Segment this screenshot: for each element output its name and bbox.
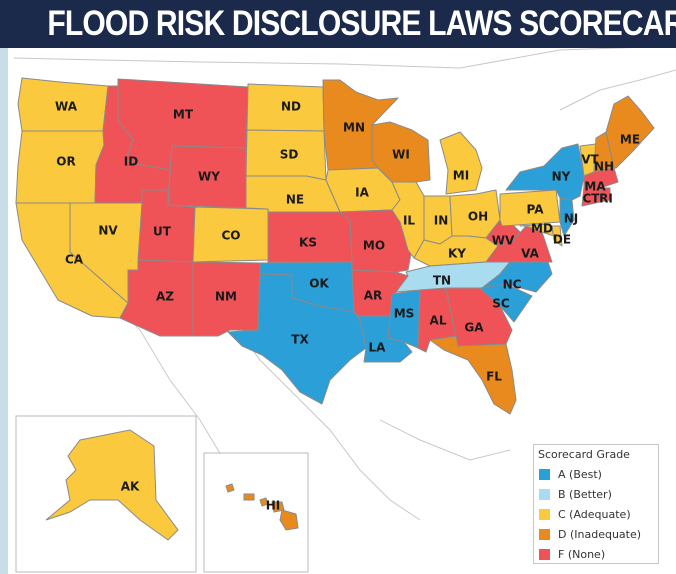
state-label-vt: VT (581, 153, 599, 167)
map-title: FLOOD RISK DISCLOSURE LAWS SCORECARD (47, 4, 676, 43)
state-label-nh: NH (594, 160, 614, 174)
state-label-ak: AK (121, 480, 140, 494)
legend-swatch-f (539, 548, 550, 560)
state-label-in: IN (434, 214, 449, 228)
state-label-ky: KY (448, 247, 466, 261)
state-label-mn: MN (343, 121, 365, 135)
legend-item-a: A (Best) (539, 467, 602, 481)
us-map: WA OR CA NV ID MT WY UT CO AZ NM ND SD N… (13, 48, 676, 573)
state-label-me: ME (620, 133, 640, 147)
state-label-fl: FL (486, 370, 502, 384)
legend-item-d: D (Inadequate) (539, 527, 641, 541)
state-label-sd: SD (280, 148, 299, 162)
state-label-pa: PA (527, 203, 545, 217)
state-label-ca: CA (65, 253, 84, 267)
state-ak (45, 429, 179, 541)
state-de (551, 225, 563, 247)
legend-item-c: C (Adequate) (539, 507, 631, 521)
state-label-id: ID (124, 155, 138, 169)
state-nc (481, 261, 553, 293)
legend-swatch-d (539, 528, 550, 540)
state-label-wy: WY (198, 170, 220, 184)
state-label-wv: WV (492, 234, 515, 248)
left-accent-strip (0, 48, 8, 574)
state-label-co: CO (221, 229, 240, 243)
state-label-nd: ND (281, 100, 301, 114)
state-label-wi: WI (392, 148, 410, 162)
state-label-ny: NY (552, 170, 571, 184)
state-label-ut: UT (153, 225, 172, 239)
legend-label-f: F (None) (558, 547, 606, 561)
state-label-nm: NM (215, 290, 237, 304)
title-bar: FLOOD RISK DISCLOSURE LAWS SCORECARD (0, 0, 676, 48)
state-label-nv: NV (98, 224, 118, 238)
state-label-ms: MS (394, 307, 415, 321)
state-label-or: OR (56, 155, 75, 169)
state-me (605, 95, 655, 169)
legend-label-d: D (Inadequate) (558, 527, 642, 541)
legend-label-c: C (Adequate) (558, 507, 631, 521)
legend-swatch-b (539, 488, 550, 500)
state-label-tx: TX (291, 333, 309, 347)
state-label-ri: RI (599, 192, 613, 206)
state-label-sc: SC (492, 297, 510, 311)
legend: Scorecard Grade A (Best) B (Better) C (A… (533, 444, 659, 564)
state-label-mt: MT (173, 108, 194, 122)
state-wi (371, 121, 431, 183)
state-label-ks: KS (299, 236, 317, 250)
state-label-hi: HI (266, 499, 281, 513)
legend-item-f: F (None) (539, 547, 605, 561)
state-label-il: IL (403, 214, 415, 228)
state-label-ia: IA (355, 186, 369, 200)
state-pa (499, 189, 561, 227)
state-md (519, 223, 555, 237)
state-label-va: VA (521, 247, 539, 261)
state-label-nj: NJ (564, 212, 579, 226)
state-fl (429, 335, 517, 415)
state-label-mo: MO (363, 239, 385, 253)
legend-swatch-a (539, 468, 550, 480)
state-label-al: AL (430, 314, 447, 328)
state-label-de: DE (553, 233, 571, 247)
state-labels: WA OR CA NV ID MT WY UT CO AZ NM ND SD N… (55, 100, 640, 513)
state-ri (599, 187, 611, 203)
legend-title: Scorecard Grade (538, 448, 630, 461)
state-tx (227, 273, 367, 405)
state-mi (439, 131, 483, 195)
state-label-md: MD (531, 222, 553, 236)
state-label-la: LA (369, 341, 387, 355)
state-shapes (15, 77, 655, 415)
state-label-ne: NE (286, 193, 304, 207)
state-label-wa: WA (55, 100, 78, 114)
legend-swatch-c (539, 508, 550, 520)
state-label-ok: OK (309, 277, 329, 291)
legend-label-b: B (Better) (558, 487, 612, 501)
state-il (391, 181, 425, 259)
state-label-ma: MA (584, 180, 606, 194)
state-label-ct: CT (583, 192, 601, 206)
state-label-oh: OH (468, 210, 488, 224)
legend-item-b: B (Better) (539, 487, 612, 501)
legend-label-a: A (Best) (558, 467, 602, 481)
state-label-tn: TN (433, 274, 451, 288)
state-label-nc: NC (503, 278, 522, 292)
state-label-ga: GA (464, 321, 484, 335)
state-label-az: AZ (156, 290, 174, 304)
state-label-mi: MI (453, 169, 469, 183)
state-label-ar: AR (364, 289, 383, 303)
state-hi (225, 483, 299, 531)
